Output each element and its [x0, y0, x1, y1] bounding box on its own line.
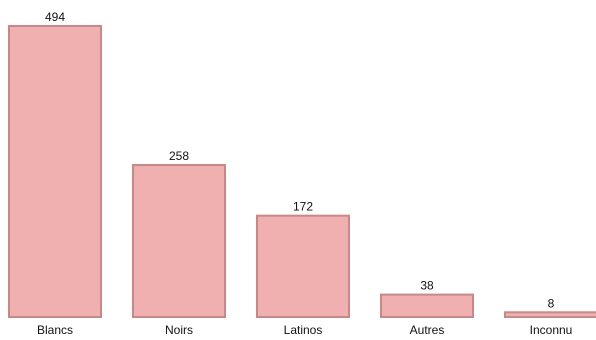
data-label-inconnu: 8 [548, 296, 555, 310]
bar-blancs [8, 25, 102, 318]
data-label-noirs: 258 [169, 149, 189, 163]
category-label-autres: Autres [410, 323, 445, 337]
category-label-latinos: Latinos [284, 323, 323, 337]
data-label-autres: 38 [420, 279, 434, 293]
bar-autres [380, 293, 474, 319]
category-label-blancs: Blancs [37, 323, 73, 337]
data-label-blancs: 494 [45, 10, 65, 24]
data-label-latinos: 172 [293, 200, 313, 214]
bar-noirs [132, 164, 226, 318]
bar-inconnu [504, 311, 596, 318]
category-label-inconnu: Inconnu [530, 323, 573, 337]
category-label-noirs: Noirs [165, 323, 193, 337]
bar-latinos [256, 214, 350, 318]
